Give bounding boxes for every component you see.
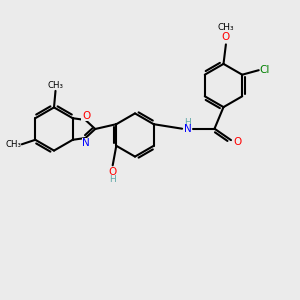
Text: O: O [222,32,230,43]
Text: H: H [184,118,191,127]
Text: N: N [184,124,191,134]
Text: O: O [109,167,117,177]
Text: CH₃: CH₃ [47,81,64,90]
Text: CH₃: CH₃ [218,22,234,32]
Text: CH₃: CH₃ [6,140,22,149]
Text: O: O [233,137,242,148]
Text: O: O [82,111,90,121]
Text: H: H [109,175,116,184]
Text: Cl: Cl [260,64,270,75]
Text: N: N [82,138,90,148]
